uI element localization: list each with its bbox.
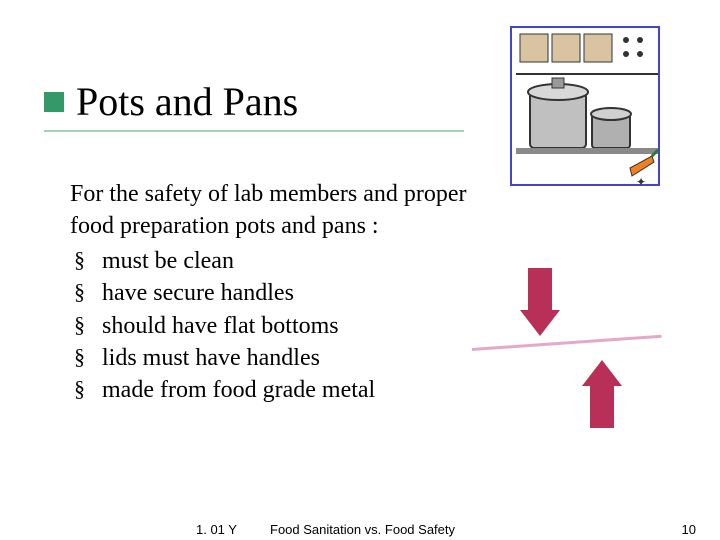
slide-title: Pots and Pans (76, 78, 298, 125)
arrow-down-icon (520, 268, 560, 338)
bullet-list: must be clean have secure handles should… (70, 245, 490, 407)
list-item: should have flat bottoms (70, 310, 490, 342)
title-bullet-icon (44, 92, 64, 112)
footer-code: 1. 01 Y (196, 522, 237, 537)
list-item: have secure handles (70, 277, 490, 309)
footer-label: Food Sanitation vs. Food Safety (270, 522, 455, 537)
page-number: 10 (682, 522, 696, 537)
title-underline (44, 130, 464, 132)
list-item: made from food grade metal (70, 374, 490, 406)
intro-text: For the safety of lab members and proper… (70, 178, 490, 243)
kitchen-clipart: ✦ (510, 26, 660, 186)
list-item: lids must have handles (70, 342, 490, 374)
divider-line (472, 335, 662, 351)
slide-title-row: Pots and Pans (44, 78, 298, 125)
svg-text:✦: ✦ (636, 175, 646, 188)
body-content: For the safety of lab members and proper… (70, 178, 490, 407)
arrow-up-icon (582, 360, 622, 430)
arrows-graphic (472, 268, 672, 428)
list-item: must be clean (70, 245, 490, 277)
